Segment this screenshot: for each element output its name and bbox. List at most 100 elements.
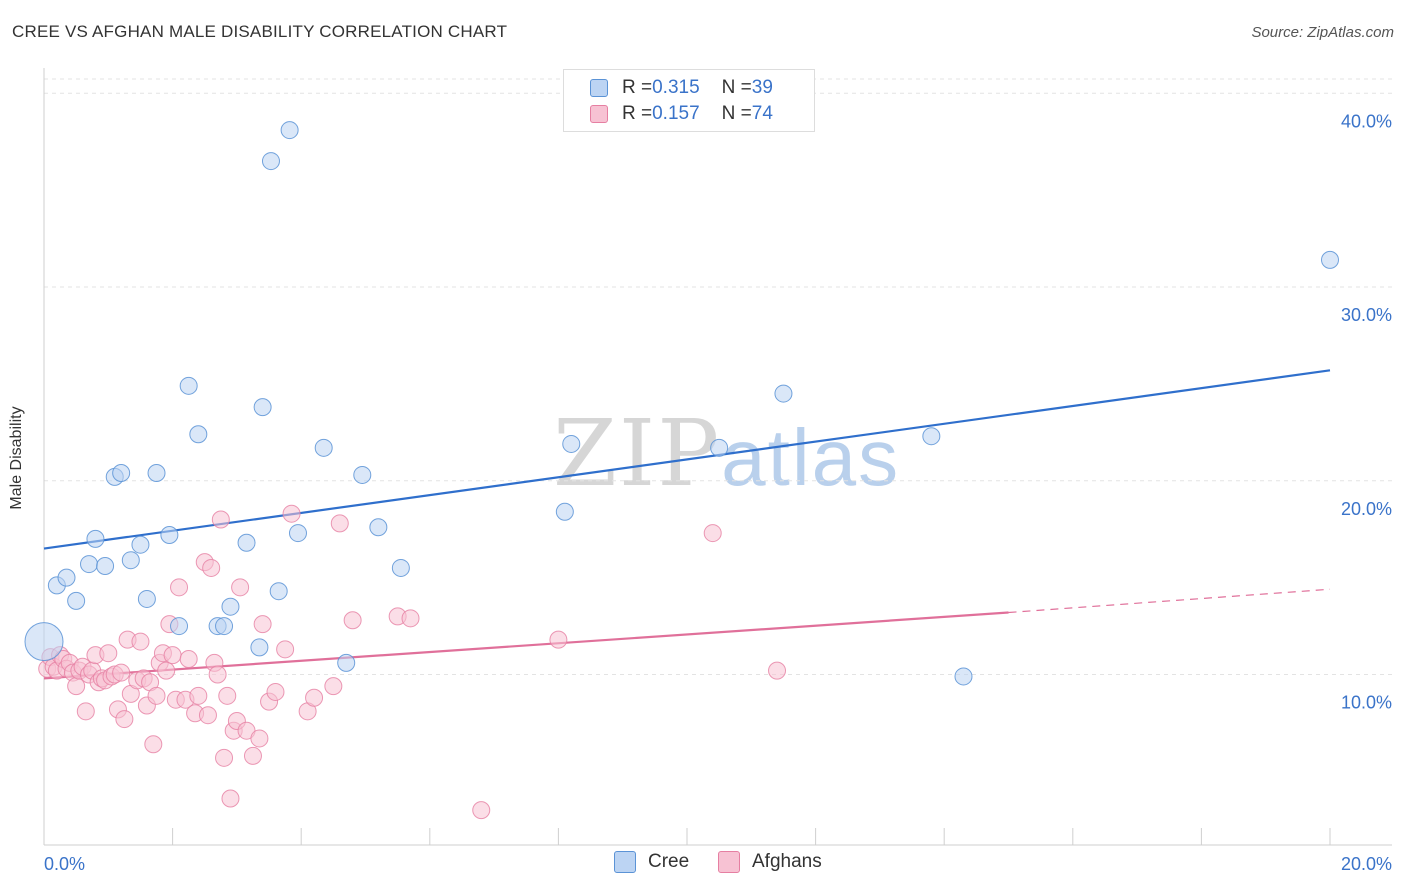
legend: R = 0.315 N = 39 R = 0.157 N = 74 <box>563 69 815 132</box>
legend-r-value: 0.157 <box>652 103 700 124</box>
afghans-point <box>112 663 131 682</box>
cree-point <box>121 551 140 570</box>
cree-point <box>96 557 115 575</box>
x-tick-label: 20.0% <box>1341 854 1392 874</box>
y-tick-label: 10.0% <box>1341 693 1392 713</box>
cree-point <box>189 425 208 444</box>
cree-point <box>170 617 189 636</box>
cree-point <box>237 533 256 552</box>
legend-n-label: N = <box>721 103 752 124</box>
afghans-point <box>282 504 301 523</box>
cree-points <box>24 121 1339 686</box>
afghans-point <box>549 630 568 649</box>
y-tick-label: 30.0% <box>1341 305 1392 325</box>
afghans-point <box>99 644 118 663</box>
afghans-swatch <box>590 105 608 123</box>
bottom-legend-cree: Cree <box>614 851 689 873</box>
afghans-point <box>305 688 324 707</box>
afghans-point <box>179 650 198 668</box>
afghans-point <box>218 686 237 705</box>
legend-r-label: R = <box>622 103 653 124</box>
cree-trend-line <box>43 369 1331 550</box>
cree-point <box>555 502 574 521</box>
bottom-legend-cree-label: Cree <box>648 851 690 872</box>
cree-point <box>221 597 240 616</box>
afghans-point <box>147 686 166 705</box>
legend-r-value: 0.315 <box>652 77 700 98</box>
afghans-point <box>253 615 272 634</box>
afghans-point <box>189 686 208 705</box>
bottom-legend-afghans-label: Afghans <box>752 851 822 872</box>
cree-point <box>147 464 166 482</box>
watermark-zip: ZIP <box>553 400 722 507</box>
cree-point <box>1321 250 1339 269</box>
afghans-point <box>472 801 491 820</box>
afghans-point <box>276 640 295 659</box>
afghans-point <box>163 646 182 665</box>
cree-point <box>353 465 372 484</box>
cree-point <box>288 524 307 543</box>
cree-point <box>80 555 99 574</box>
axes <box>43 68 1392 846</box>
afghans-point <box>202 558 221 577</box>
cree-swatch <box>590 79 608 97</box>
afghans-point <box>211 510 230 529</box>
afghans-point <box>115 710 134 729</box>
cree-swatch <box>614 851 636 873</box>
afghans-points <box>38 504 787 820</box>
afghans-trend-extension <box>1008 588 1331 614</box>
cree-point <box>24 622 64 662</box>
afghans-point <box>343 611 362 630</box>
afghans-point <box>768 661 787 680</box>
legend-row-cree: R = 0.315 N = 39 <box>590 77 773 99</box>
cree-point <box>337 653 356 672</box>
cree-point <box>314 438 333 457</box>
cree-point <box>253 398 272 417</box>
cree-point <box>774 384 793 403</box>
watermark: ZIPatlas <box>553 400 900 507</box>
cree-point <box>86 529 105 548</box>
afghans-swatch <box>718 851 740 873</box>
legend-n-value: 39 <box>751 77 773 98</box>
afghans-point <box>76 702 95 721</box>
y-tick-label: 20.0% <box>1341 499 1392 519</box>
cree-point <box>369 518 388 537</box>
watermark-atlas: atlas <box>721 413 901 502</box>
afghans-point <box>208 665 227 684</box>
cree-point <box>179 376 198 395</box>
source-note: Source: ZipAtlas.com <box>1251 24 1394 41</box>
legend-n-value: 74 <box>751 103 773 124</box>
cree-point <box>280 121 299 140</box>
afghans-point <box>221 789 240 808</box>
afghans-trend-line <box>43 611 1009 680</box>
cree-point <box>269 582 288 601</box>
cree-point <box>67 591 86 610</box>
cree-point <box>562 434 581 453</box>
chart-title: CREE VS AFGHAN MALE DISABILITY CORRELATI… <box>12 22 508 41</box>
cree-point <box>131 535 150 554</box>
afghans-point <box>243 746 262 765</box>
cree-point <box>710 438 729 457</box>
afghans-point <box>170 578 189 597</box>
afghans-point <box>198 706 217 725</box>
cree-point <box>137 589 156 608</box>
legend-row-afghans: R = 0.157 N = 74 <box>590 103 773 125</box>
cree-point <box>112 464 131 482</box>
afghans-point <box>250 729 269 748</box>
afghans-point <box>231 578 250 597</box>
cree-point <box>954 667 973 686</box>
trend-lines <box>43 369 1331 680</box>
cree-point <box>160 526 179 544</box>
legend-r-label: R = <box>622 77 653 98</box>
y-axis-label: Male Disability <box>8 406 25 510</box>
cree-point <box>922 427 941 446</box>
afghans-point <box>131 632 150 651</box>
cree-point <box>250 638 269 657</box>
afghans-point <box>157 661 176 680</box>
afghans-point <box>703 524 722 543</box>
cree-point <box>215 617 234 636</box>
cree-point <box>391 558 410 577</box>
y-tick-label: 40.0% <box>1341 111 1392 131</box>
afghans-point <box>215 748 234 767</box>
